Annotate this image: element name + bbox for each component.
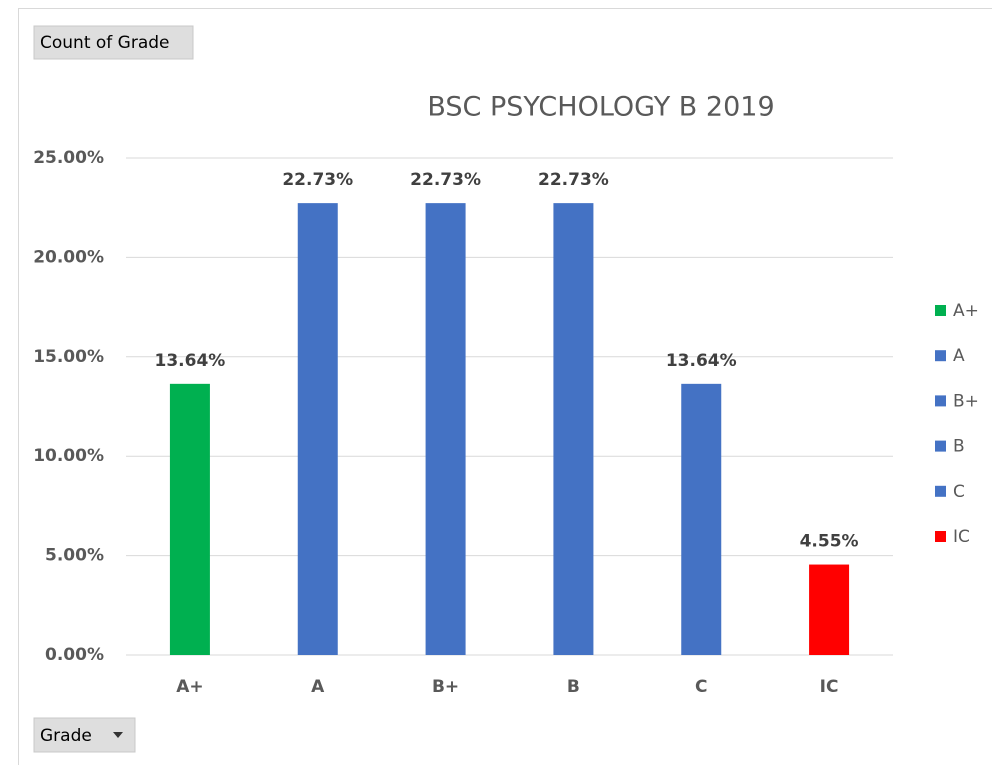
x-tick-label: B+ [432,677,459,697]
button-label[interactable]: Count of Grade [40,33,170,53]
data-label: 13.64% [155,351,226,371]
x-tick-label: B [567,677,580,697]
legend-label: A [953,346,965,366]
bar [553,203,594,655]
y-tick-label: 0.00% [45,645,104,665]
data-label: 22.73% [282,170,353,190]
x-tick-label: C [695,677,707,697]
legend-label: C [953,482,965,502]
bar [297,203,338,655]
legend-swatch [935,485,946,497]
chart-title: BSC PSYCHOLOGY B 2019 [427,92,774,123]
data-label: 22.73% [410,170,481,190]
value-field-button[interactable]: Count of Grade [33,25,194,60]
legend-swatch [935,350,946,362]
bar [169,383,210,655]
legend-swatch [935,395,946,407]
y-tick-label: 15.00% [33,347,104,367]
legend-label: B+ [953,391,979,411]
legend-label: A+ [953,301,979,321]
dropdown-arrow[interactable] [113,732,123,738]
y-tick-label: 5.00% [45,546,104,566]
legend-label: IC [953,527,970,547]
x-tick-label: IC [820,677,839,697]
data-label: 4.55% [800,532,859,552]
legend-label: B [953,437,965,457]
bar [425,203,466,655]
y-tick-label: 20.00% [33,247,104,267]
data-label: 13.64% [666,351,737,371]
x-tick-label: A+ [176,677,203,697]
button-label[interactable]: Grade [40,726,92,746]
legend-swatch [935,440,946,452]
y-tick-label: 10.00% [33,446,104,466]
axis-field-button[interactable]: Grade [33,717,136,753]
legend-swatch [935,305,946,316]
legend-swatch [935,531,946,542]
bar [681,383,722,655]
button-background[interactable] [33,25,194,60]
x-tick-label: A [311,677,325,697]
y-tick-label: 25.00% [33,148,104,168]
data-label: 22.73% [538,170,609,190]
bar [809,564,850,655]
